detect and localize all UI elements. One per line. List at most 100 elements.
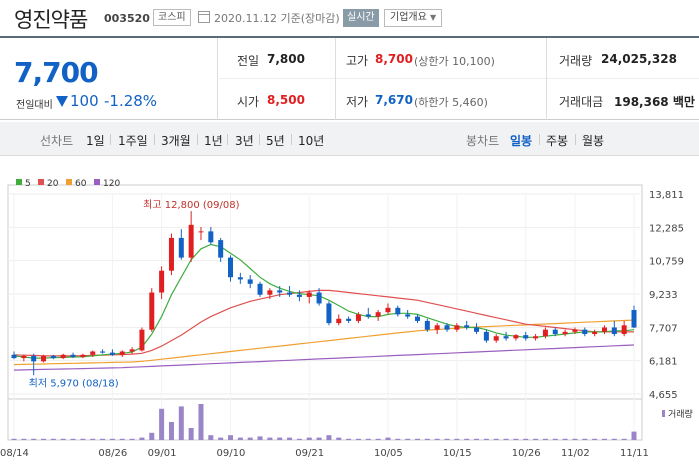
- volume-bar: [405, 438, 411, 440]
- candle-body: [474, 327, 480, 332]
- volume-bar: [414, 438, 420, 440]
- candle-body: [621, 325, 627, 335]
- volume-bar: [31, 438, 37, 440]
- volume-bar: [218, 437, 224, 440]
- volume-bar: [11, 438, 17, 440]
- line-chart-label: 선차트: [40, 134, 74, 148]
- candle-body: [385, 307, 391, 313]
- candle-body: [70, 354, 76, 357]
- change-label: 전일대비: [16, 100, 53, 111]
- max-annotation: 최고 12,800 (09/08): [143, 199, 239, 211]
- high-cell: 고가 8,700 (상한가 10,100): [336, 38, 546, 79]
- x-tick-label: 10/26: [512, 448, 541, 459]
- y-tick-label: 13,811: [649, 190, 684, 201]
- change-value: 100: [70, 92, 99, 110]
- candle-body: [60, 354, 66, 359]
- candlestick-chart-svg[interactable]: 5 20 60 120 13,811 12,285 10,759 9,233 7,707 6,18…: [0, 157, 699, 469]
- chart-frame: [7, 184, 643, 441]
- tab-divider: [575, 134, 576, 145]
- x-tick-label: 11/11: [620, 448, 649, 459]
- volume-bar: [50, 438, 56, 440]
- ma20-line: [13, 289, 634, 357]
- candle-body: [109, 352, 115, 355]
- tab-10years[interactable]: 10년: [298, 134, 325, 148]
- volume-bar: [188, 428, 194, 440]
- change-percent: -1.28%: [104, 92, 158, 110]
- volume-bar: [355, 438, 361, 440]
- current-price: 7,700: [14, 56, 99, 89]
- high-label: 고가: [346, 54, 369, 68]
- candle-body: [483, 331, 489, 341]
- realtime-button[interactable]: 실시간: [343, 9, 379, 27]
- volume-bar: [621, 438, 627, 440]
- candle-body: [119, 351, 125, 355]
- prev-close-cell: 전일 7,800: [219, 38, 335, 79]
- candle-body: [237, 277, 243, 280]
- volume-bar: [523, 438, 529, 440]
- company-overview-dropdown[interactable]: 기업개요 ▼: [384, 9, 443, 27]
- candle-body: [41, 355, 47, 362]
- volume-bar: [80, 438, 86, 440]
- stock-header: 영진약품 003520 코스피 2020.11.12 기준(장마감) 실시간 기…: [0, 0, 699, 36]
- candle-body: [513, 335, 519, 339]
- volume-bar: [631, 431, 637, 440]
- volume-bar: [395, 438, 401, 440]
- y-tick-label: 6,181: [649, 357, 678, 368]
- date-text: 2020.11.12 기준(장마감): [214, 12, 340, 25]
- x-tick-label: 09/21: [295, 448, 324, 459]
- candle-body: [611, 327, 617, 335]
- volume-value: 24,025,328: [601, 52, 677, 66]
- tab-3months[interactable]: 3개월: [161, 134, 191, 148]
- volume-bar: [434, 438, 440, 440]
- candle-body: [395, 307, 401, 315]
- volume-bar: [444, 438, 450, 440]
- y-tick-label: 4,655: [649, 390, 678, 401]
- tab-divider: [227, 134, 228, 145]
- candle-body: [562, 331, 568, 335]
- tab-daily[interactable]: 일봉: [510, 134, 533, 148]
- volume-bar: [493, 438, 499, 440]
- volume-bar: [296, 438, 302, 440]
- candle-body: [306, 292, 312, 297]
- x-tick-label: 09/10: [217, 448, 246, 459]
- volume-bar: [336, 437, 342, 440]
- legend-swatch-60: [66, 179, 72, 185]
- volume-bar: [100, 438, 106, 440]
- tab-monthly[interactable]: 월봉: [582, 134, 605, 148]
- volume-bar: [247, 437, 253, 440]
- volume-bar: [582, 438, 588, 440]
- volume-bar: [237, 437, 243, 440]
- stock-chart[interactable]: 5 20 60 120 13,811 12,285 10,759 9,233 7,707 6,18…: [0, 157, 699, 469]
- x-tick-label: 10/05: [374, 448, 403, 459]
- candle-body: [100, 351, 106, 353]
- x-tick-label: 08/26: [98, 448, 127, 459]
- calendar-icon: [198, 11, 210, 23]
- volume-bar: [316, 437, 322, 440]
- tab-3years[interactable]: 3년: [235, 134, 254, 148]
- candle-body: [444, 325, 450, 330]
- tab-weekly[interactable]: 주봉: [546, 134, 569, 148]
- volume-bar: [375, 438, 381, 440]
- volume-bar: [592, 438, 598, 440]
- candle-body: [277, 290, 283, 293]
- tab-1day[interactable]: 1일: [86, 134, 105, 148]
- x-tick-label: 10/15: [443, 448, 472, 459]
- volume-bar: [533, 438, 539, 440]
- candle-body: [129, 349, 135, 352]
- candle-body: [355, 314, 361, 321]
- legend-swatch-120: [94, 179, 100, 185]
- stock-code: 003520: [104, 12, 150, 25]
- tab-5years[interactable]: 5년: [266, 134, 285, 148]
- amount-value: 198,368 백만: [614, 95, 695, 109]
- ma120-line: [13, 344, 635, 371]
- down-arrow-icon: [56, 96, 68, 107]
- candle-body: [523, 335, 529, 339]
- volume-bar: [287, 437, 293, 440]
- volume-bar: [542, 438, 548, 440]
- low-label: 저가: [346, 95, 369, 109]
- tab-1week[interactable]: 1주일: [118, 134, 148, 148]
- chart-period-tabs: 선차트 1일 1주일 3개월 1년 3년 5년 10년 봉차트 일봉 주봉 월봉: [0, 122, 699, 156]
- tab-1year[interactable]: 1년: [204, 134, 223, 148]
- candle-body: [464, 325, 470, 328]
- volume-bar: [513, 438, 519, 440]
